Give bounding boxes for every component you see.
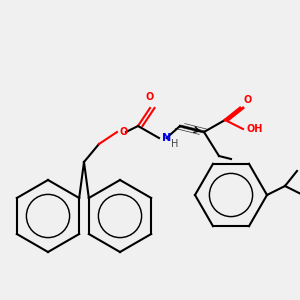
Text: OH: OH [246, 124, 262, 134]
Text: O: O [120, 127, 128, 137]
Text: O: O [243, 95, 251, 105]
Text: H: H [171, 139, 178, 149]
Text: N: N [162, 133, 171, 143]
Text: O: O [146, 92, 154, 102]
